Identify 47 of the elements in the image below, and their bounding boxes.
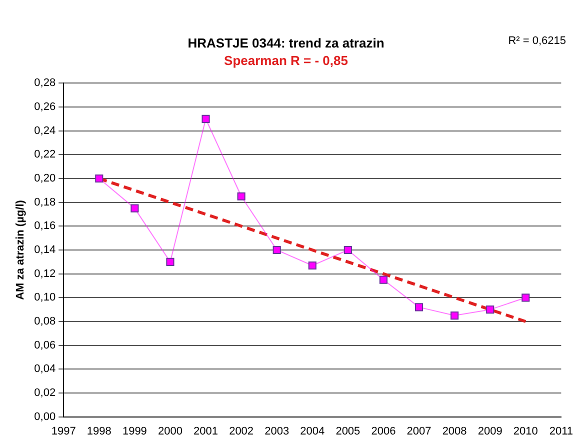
y-tick-label: 0,12 — [34, 268, 56, 280]
x-tick-label: 2003 — [264, 425, 290, 438]
y-tick-label: 0,00 — [34, 410, 56, 423]
x-tick-label: 1999 — [122, 425, 147, 438]
x-tick-label: 2000 — [158, 425, 182, 438]
x-tick-label: 2004 — [300, 425, 325, 438]
y-tick-label: 0,04 — [34, 363, 56, 376]
y-tick-label: 0,08 — [34, 316, 56, 328]
point — [344, 246, 352, 254]
y-tick-label: 0,18 — [34, 196, 56, 208]
y-tick-label: 0,14 — [34, 244, 56, 256]
x-tick-label: 2011 — [549, 425, 573, 438]
y-tick-label: 0,22 — [34, 148, 56, 161]
point — [486, 306, 494, 314]
chart-subtitle: Spearman R = - 0,85 — [224, 52, 348, 68]
chart-title: HRASTJE 0344: trend za atrazin — [188, 35, 384, 50]
point — [379, 276, 388, 284]
x-tick-label: 2005 — [336, 425, 360, 438]
x-tick-label: 2007 — [406, 425, 432, 438]
y-tick-label: 0,28 — [34, 77, 56, 90]
y-axis-title: AM za atrazin (µg/l) — [14, 200, 27, 300]
text: R² = 0,6215 — [508, 35, 566, 47]
x-tick-label: 1997 — [51, 425, 76, 438]
x-tick-label: 2008 — [442, 425, 467, 438]
point — [130, 204, 139, 212]
x-tick-label: 2001 — [194, 425, 218, 438]
point — [450, 311, 459, 320]
x-tick-label: 2009 — [478, 425, 502, 438]
point — [202, 114, 210, 123]
point — [95, 174, 104, 183]
y-tick-label: 0,26 — [34, 101, 56, 114]
point — [414, 303, 424, 312]
point — [522, 294, 530, 302]
y-tick-label: 0,24 — [34, 124, 56, 137]
x-tick-label: 2006 — [371, 425, 396, 438]
point — [308, 261, 316, 270]
y-tick-label: 0,16 — [34, 220, 56, 232]
x-tick-label: 2010 — [513, 425, 538, 438]
y-tick-label: 0,10 — [34, 292, 56, 304]
x-tick-label: 2002 — [229, 425, 254, 438]
point — [272, 246, 281, 254]
point — [237, 192, 246, 200]
y-tick-label: 0,20 — [34, 172, 56, 185]
point — [166, 258, 174, 266]
x-tick-label: 1998 — [86, 425, 112, 438]
y-tick-label: 0,06 — [34, 339, 56, 352]
y-tick-label: 0,02 — [34, 387, 56, 400]
